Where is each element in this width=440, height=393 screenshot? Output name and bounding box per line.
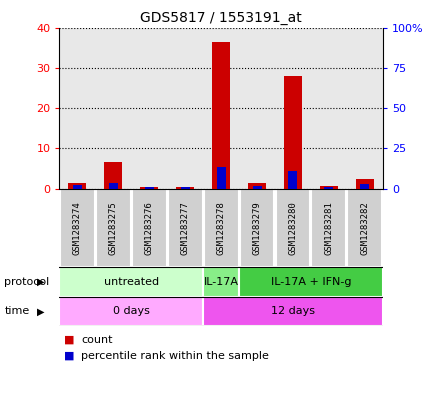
Bar	[324, 187, 334, 189]
Text: GSM1283282: GSM1283282	[360, 201, 369, 255]
Bar	[284, 76, 302, 189]
Text: GSM1283276: GSM1283276	[145, 201, 154, 255]
Text: ▶: ▶	[37, 307, 44, 316]
Bar	[240, 189, 275, 267]
Text: IL-17A + IFN-g: IL-17A + IFN-g	[271, 277, 351, 287]
Bar	[96, 189, 131, 267]
Text: percentile rank within the sample: percentile rank within the sample	[81, 351, 269, 361]
Text: count: count	[81, 335, 113, 345]
Text: GSM1283277: GSM1283277	[181, 201, 190, 255]
Bar	[140, 187, 158, 189]
Text: 0 days: 0 days	[113, 307, 150, 316]
Bar	[320, 186, 338, 189]
Title: GDS5817 / 1553191_at: GDS5817 / 1553191_at	[140, 11, 302, 25]
Bar	[132, 189, 167, 267]
Bar	[212, 42, 230, 189]
Text: untreated: untreated	[104, 277, 159, 287]
Bar	[145, 187, 154, 189]
Bar	[216, 167, 226, 189]
Bar	[312, 189, 346, 267]
Bar	[59, 267, 203, 297]
Text: 12 days: 12 days	[271, 307, 315, 316]
Bar	[253, 186, 261, 189]
Bar	[168, 189, 202, 267]
Bar	[59, 297, 203, 326]
Bar	[275, 189, 310, 267]
Bar	[203, 267, 239, 297]
Text: GSM1283278: GSM1283278	[216, 201, 226, 255]
Bar	[176, 187, 194, 189]
Text: ■: ■	[64, 351, 74, 361]
Text: GSM1283281: GSM1283281	[324, 201, 334, 255]
Bar	[204, 189, 238, 267]
Bar	[248, 183, 266, 189]
Text: IL-17A: IL-17A	[204, 277, 238, 287]
Bar	[348, 189, 382, 267]
Bar	[360, 184, 369, 189]
Bar	[239, 267, 383, 297]
Text: GSM1283274: GSM1283274	[73, 201, 82, 255]
Text: GSM1283275: GSM1283275	[109, 201, 118, 255]
Bar	[68, 183, 86, 189]
Bar	[203, 297, 383, 326]
Bar	[60, 189, 95, 267]
Text: ■: ■	[64, 335, 74, 345]
Bar	[104, 162, 122, 189]
Text: protocol: protocol	[4, 277, 50, 287]
Bar	[109, 184, 118, 189]
Text: time: time	[4, 307, 29, 316]
Bar	[73, 185, 82, 189]
Bar	[289, 171, 297, 189]
Text: GSM1283280: GSM1283280	[289, 201, 297, 255]
Bar	[181, 187, 190, 189]
Text: GSM1283279: GSM1283279	[253, 201, 261, 255]
Bar	[356, 178, 374, 189]
Text: ▶: ▶	[37, 277, 44, 287]
